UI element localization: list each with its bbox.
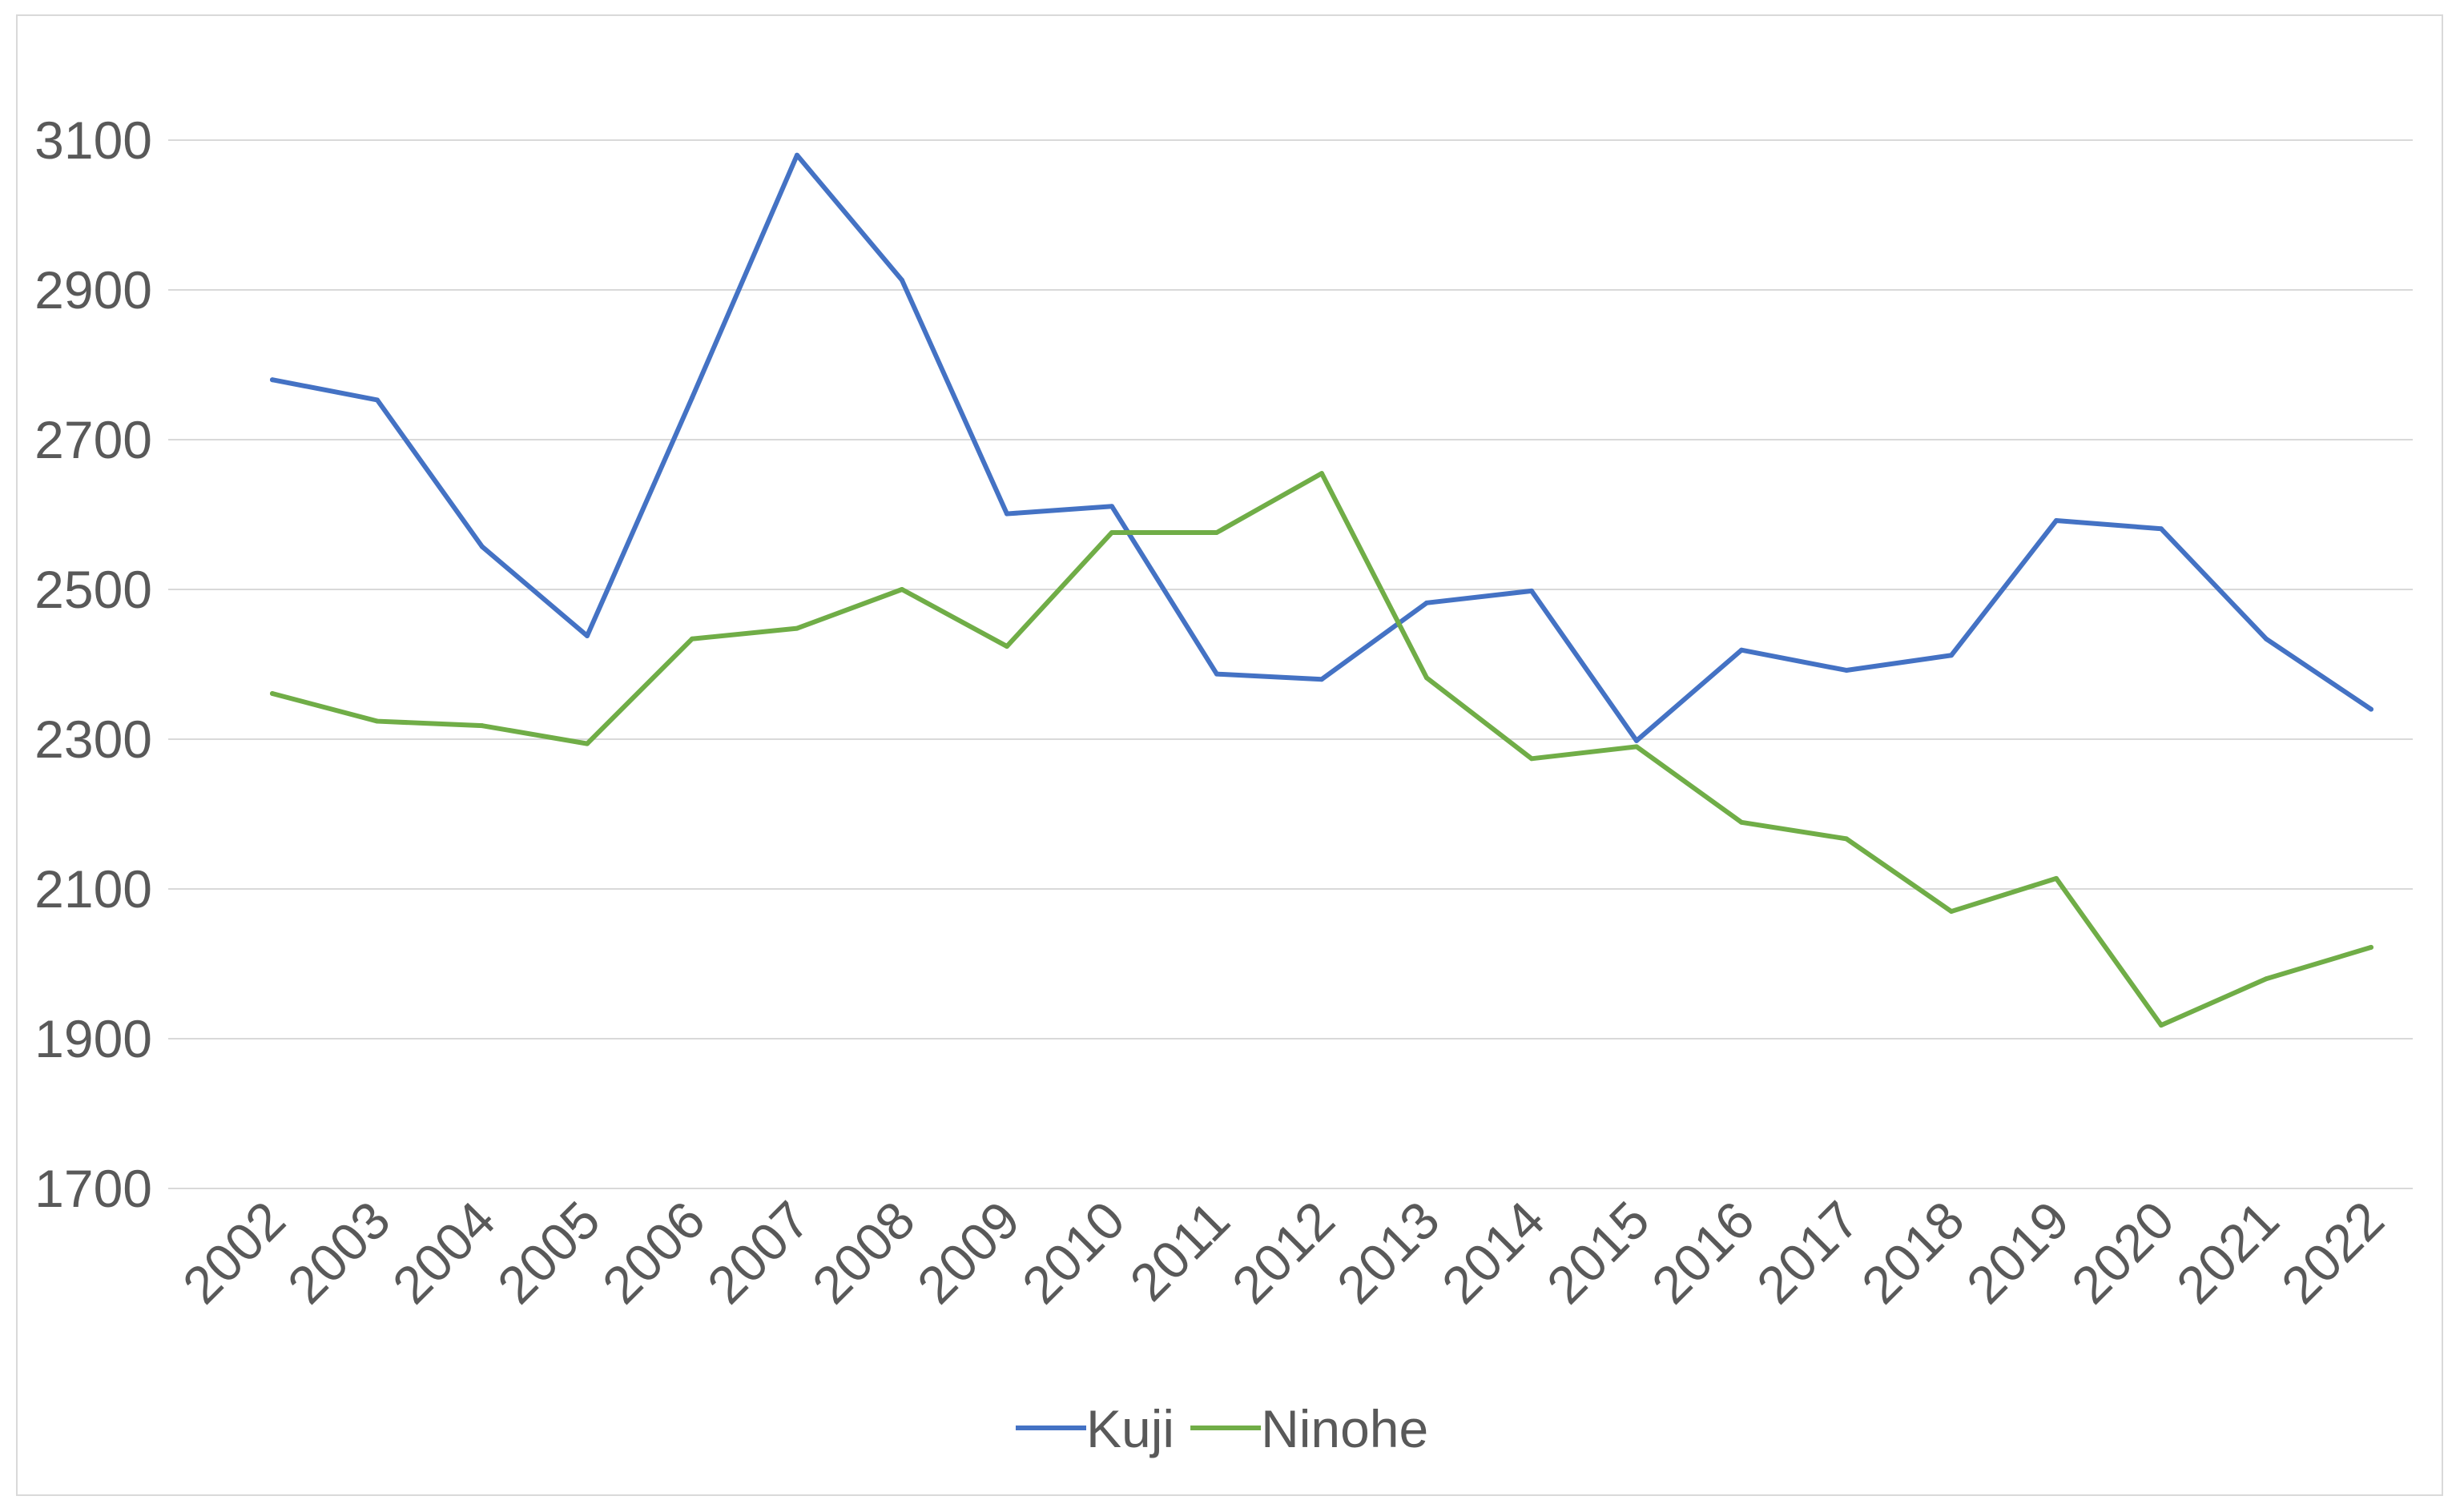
x-tick-label: 2005 xyxy=(486,1190,611,1315)
x-tick-label: 2015 xyxy=(1536,1190,1661,1315)
data-point-ninohe xyxy=(2264,976,2269,982)
legend-label: Ninohe xyxy=(1261,1399,1428,1458)
x-tick-label: 2020 xyxy=(2060,1190,2185,1315)
x-tick-label: 2011 xyxy=(1118,1190,1241,1313)
legend: Kuji Ninohe xyxy=(1016,1399,1428,1458)
data-point-kuji xyxy=(1109,504,1114,509)
x-tick-label: 2017 xyxy=(1745,1190,1870,1315)
data-point-kuji xyxy=(1844,667,1849,673)
data-point-ninohe xyxy=(795,625,799,631)
x-tick-label: 2006 xyxy=(591,1190,716,1315)
data-point-kuji xyxy=(1319,677,1324,682)
data-point-kuji xyxy=(1529,588,1534,593)
data-point-ninohe xyxy=(2054,875,2059,881)
y-tick-label: 2900 xyxy=(34,260,152,320)
data-point-ninohe xyxy=(2159,1023,2164,1028)
data-point-kuji xyxy=(585,633,590,638)
y-tick-label: 2500 xyxy=(34,560,152,619)
data-point-ninohe xyxy=(270,690,275,696)
y-tick-label: 2100 xyxy=(34,859,152,919)
y-tick-label: 2300 xyxy=(34,710,152,769)
y-tick-label: 2700 xyxy=(34,410,152,469)
x-tick-label: 2014 xyxy=(1431,1190,1556,1315)
data-point-ninohe xyxy=(900,587,904,592)
data-point-kuji xyxy=(1424,600,1429,605)
data-point-ninohe xyxy=(1634,744,1639,750)
chart-frame xyxy=(16,14,2443,1496)
x-tick-label: 2022 xyxy=(2270,1190,2395,1315)
data-point-ninohe xyxy=(690,636,695,641)
x-tick-label: 2010 xyxy=(1011,1190,1136,1315)
x-tick-label: 2016 xyxy=(1641,1190,1765,1315)
data-point-ninohe xyxy=(2369,944,2373,950)
x-axis-ticks: 2002200320042005200620072008200920102011… xyxy=(171,1190,2395,1315)
x-tick-label: 2009 xyxy=(906,1190,1031,1315)
legend-label: Kuji xyxy=(1086,1399,1174,1458)
data-point-ninohe xyxy=(1214,529,1219,535)
gridlines xyxy=(168,139,2413,1189)
x-tick-label: 2019 xyxy=(1955,1190,2080,1315)
y-tick-label: 3100 xyxy=(34,111,152,170)
legend-item-kuji: Kuji xyxy=(1016,1399,1174,1458)
data-point-kuji xyxy=(375,397,380,403)
data-point-kuji xyxy=(270,377,275,383)
data-point-kuji xyxy=(2159,526,2164,532)
data-point-kuji xyxy=(795,152,799,158)
x-tick-label: 2021 xyxy=(2165,1190,2290,1315)
y-tick-label: 1700 xyxy=(34,1159,152,1218)
data-point-kuji xyxy=(2264,636,2269,641)
x-tick-label: 2002 xyxy=(171,1190,296,1315)
data-point-ninohe xyxy=(1529,756,1534,762)
data-point-ninohe xyxy=(1005,644,1009,649)
series-line-ninohe xyxy=(270,471,2373,1028)
x-tick-label: 2004 xyxy=(381,1190,506,1315)
series-lines xyxy=(270,152,2373,1028)
data-point-ninohe xyxy=(1424,675,1429,681)
data-point-ninohe xyxy=(1319,471,1324,477)
x-tick-label: 2018 xyxy=(1850,1190,1975,1315)
data-point-ninohe xyxy=(480,723,485,729)
x-tick-label: 2007 xyxy=(696,1190,821,1315)
y-tick-label: 1900 xyxy=(34,1009,152,1068)
data-point-kuji xyxy=(2369,706,2373,712)
data-point-kuji xyxy=(900,277,904,283)
data-point-kuji xyxy=(1634,738,1639,743)
y-axis-ticks: 1700 1900 2100 2300 2500 2700 2900 3100 xyxy=(34,111,152,1218)
x-tick-label: 2003 xyxy=(276,1190,401,1315)
data-point-ninohe xyxy=(1949,909,1954,915)
data-point-ninohe xyxy=(375,718,380,724)
legend-item-ninohe: Ninohe xyxy=(1190,1399,1428,1458)
data-point-ninohe xyxy=(1844,836,1849,842)
data-point-ninohe xyxy=(1739,819,1744,825)
data-point-ninohe xyxy=(1109,529,1114,535)
data-point-kuji xyxy=(2054,517,2059,523)
data-point-kuji xyxy=(1739,647,1744,653)
x-tick-label: 2013 xyxy=(1326,1190,1451,1315)
series-line-kuji xyxy=(270,152,2373,743)
x-tick-label: 2008 xyxy=(801,1190,926,1315)
data-point-kuji xyxy=(690,395,695,400)
data-point-kuji xyxy=(1949,653,1954,658)
data-point-kuji xyxy=(480,544,485,549)
data-point-ninohe xyxy=(585,741,590,746)
data-point-kuji xyxy=(1005,511,1009,517)
data-point-kuji xyxy=(1214,671,1219,677)
x-tick-label: 2012 xyxy=(1221,1190,1346,1315)
